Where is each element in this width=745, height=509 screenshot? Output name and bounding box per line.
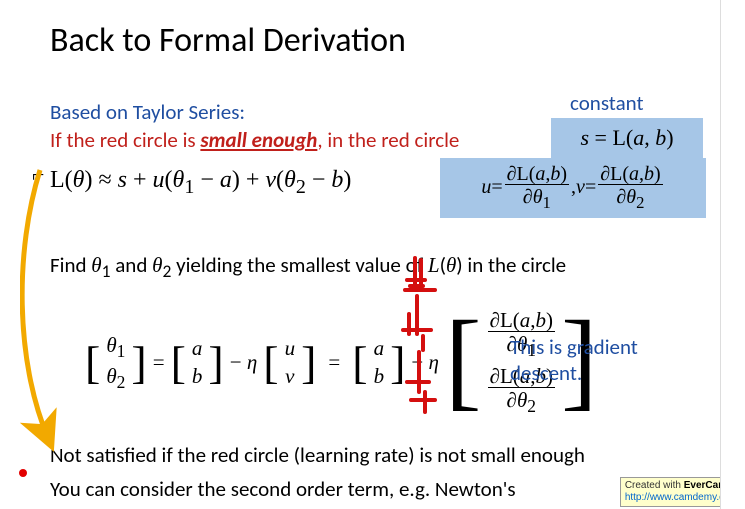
find-theta-line: Find θ1 and θ2 yielding the smallest val… <box>50 252 566 282</box>
gd-line2: descent. <box>510 360 582 386</box>
right-margin <box>720 0 745 509</box>
sub2-pre: If the red circle is <box>50 127 200 153</box>
laser-pointer-dot <box>19 469 27 477</box>
constant-label: constant <box>570 90 644 116</box>
sub2-post: , in the red circle <box>317 127 459 153</box>
box-uv: u = ∂L(a,b) ∂θ1 , v = ∂L(a,b) ∂θ2 <box>440 158 706 218</box>
sub2-underline: small enough <box>200 127 317 153</box>
bottom-line-1: Not satisfied if the red circle (learnin… <box>50 442 585 468</box>
slide-title: Back to Formal Derivation <box>50 20 720 61</box>
bottom-line-2: You can consider the second order term, … <box>50 476 516 502</box>
arrow-tail-paren: ⌐ <box>32 162 44 188</box>
box-s: s = L(a, b) <box>551 118 703 158</box>
gradient-descent-label: This is gradient descent. <box>510 334 638 386</box>
gd-line1: This is gradient <box>510 334 638 360</box>
